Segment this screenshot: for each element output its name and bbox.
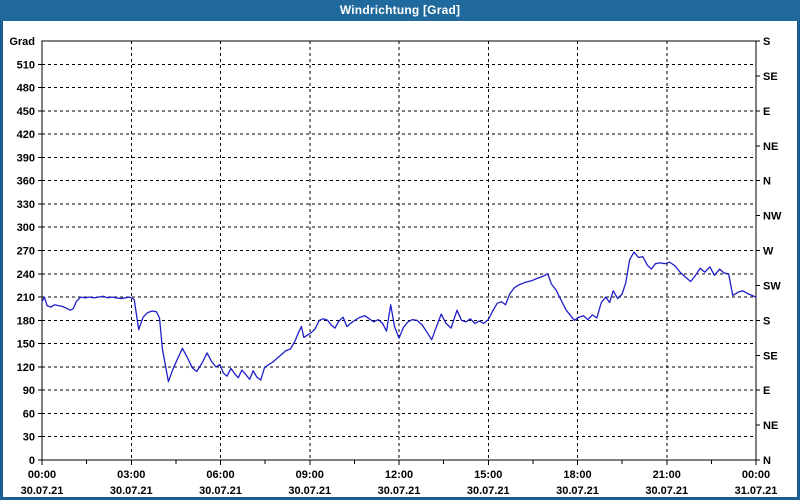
x-axis-time-label: 18:00 (563, 469, 591, 481)
y-axis-tick-label-left: 390 (17, 152, 35, 164)
x-axis-date-label: 31.07.21 (735, 485, 778, 497)
plot-border (41, 40, 757, 461)
y-axis-tick-label-left: 30 (23, 432, 35, 444)
y-axis-tick-label-left: 0 (29, 455, 35, 467)
y-axis-tick-label-right: S (763, 315, 770, 327)
x-axis-time-label: 15:00 (474, 469, 502, 481)
y-axis-tick-label-right: N (763, 176, 771, 188)
y-axis-tick-label-left: 360 (17, 176, 35, 188)
y-axis-tick-label-right: SE (763, 71, 778, 83)
y-axis-tick-label-left: 240 (17, 269, 35, 281)
y-axis-tick-label-right: W (763, 246, 774, 258)
y-axis-tick-label-right: NE (763, 420, 778, 432)
y-axis-tick-label-left: 210 (17, 292, 35, 304)
wind-direction-line (41, 251, 757, 383)
x-axis-time-label: 21:00 (653, 469, 681, 481)
y-axis-tick-label-right: E (763, 385, 770, 397)
y-axis-tick-label-left: 90 (23, 385, 35, 397)
y-axis-tick-label-left: 480 (17, 83, 35, 95)
y-axis-tick-label-left: 150 (17, 339, 35, 351)
x-axis-time-label: 00:00 (742, 469, 770, 481)
y-axis-tick-label-right: N (763, 455, 771, 467)
y-axis-tick-label-left: 180 (17, 315, 35, 327)
y-axis-tick-label-left: 60 (23, 408, 35, 420)
y-axis-unit-label: Grad (9, 36, 35, 48)
y-axis-tick-label-left: 300 (17, 222, 35, 234)
x-axis-time-label: 06:00 (206, 469, 234, 481)
window-title: Windrichtung [Grad] (339, 3, 461, 17)
y-axis-tick-label-left: 420 (17, 129, 35, 141)
y-axis-tick-label-left: 330 (17, 199, 35, 211)
y-axis-tick-label-right: NW (763, 211, 782, 223)
x-axis-date-label: 30.07.21 (645, 485, 688, 497)
y-axis-tick-label-left: 450 (17, 106, 35, 118)
x-axis-date-label: 30.07.21 (199, 485, 242, 497)
y-axis-tick-label-left: 510 (17, 59, 35, 71)
x-axis-time-label: 00:00 (28, 469, 56, 481)
y-axis-tick-label-left: 120 (17, 362, 35, 374)
y-axis-tick-label-right: E (763, 106, 770, 118)
y-axis-tick-label-left: 270 (17, 246, 35, 258)
x-axis-date-label: 30.07.21 (288, 485, 331, 497)
y-axis-tick-label-right: SE (763, 350, 778, 362)
x-axis-time-label: 03:00 (117, 469, 145, 481)
x-axis-time-label: 12:00 (385, 469, 413, 481)
x-axis-time-label: 09:00 (296, 469, 324, 481)
x-axis-date-label: 30.07.21 (556, 485, 599, 497)
window-titlebar[interactable]: Windrichtung [Grad] (0, 0, 800, 21)
x-axis-date-label: 30.07.21 (467, 485, 510, 497)
x-axis-date-label: 30.07.21 (378, 485, 421, 497)
chart-area: 0 30 60 90 120 150 180 210 240 270 300 330 360 390 420… (3, 21, 797, 497)
y-axis-tick-label-right: S (763, 36, 770, 48)
x-axis-date-label: 30.07.21 (21, 485, 64, 497)
y-axis-tick-label-right: NE (763, 141, 778, 153)
x-axis-date-label: 30.07.21 (110, 485, 153, 497)
y-axis-tick-label-right: SW (763, 280, 781, 292)
wind-direction-chart: 0 30 60 90 120 150 180 210 240 270 300 330 360 390 420… (9, 36, 782, 497)
